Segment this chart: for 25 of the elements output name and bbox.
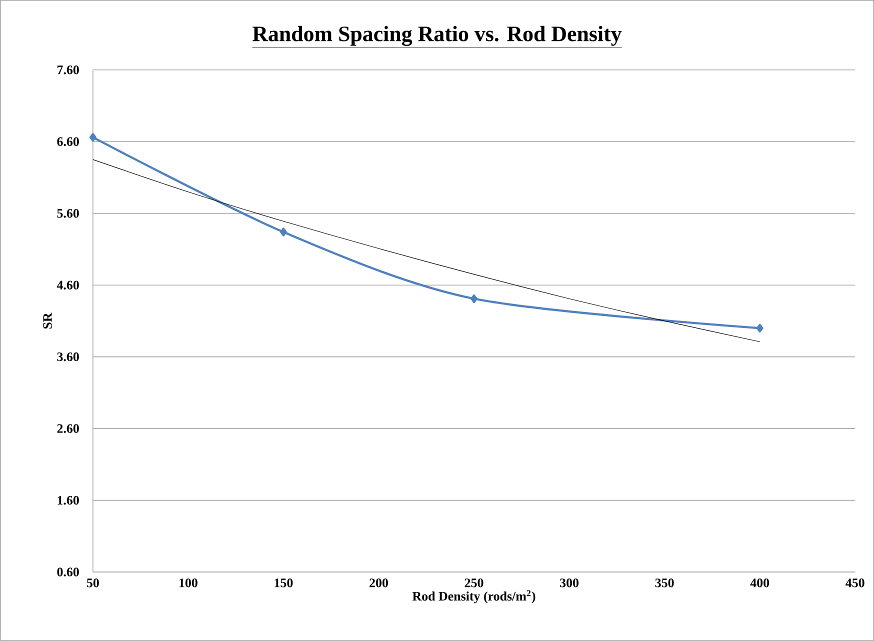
chart-title: Random Spacing Ratio vs. Rod Density <box>252 26 622 46</box>
y-axis-title: SR <box>43 312 52 329</box>
x-tick-label: 200 <box>370 578 388 588</box>
x-tick-label: 400 <box>750 578 770 588</box>
y-tick-label: 5.60 <box>57 209 79 218</box>
x-tick-label: 100 <box>180 578 198 588</box>
y-tick-label: 3.60 <box>57 352 79 362</box>
line-series <box>92 159 760 342</box>
y-tick-label: 6.60 <box>57 137 79 146</box>
y-tick-label: 1.60 <box>58 496 79 505</box>
point <box>280 228 287 236</box>
y-tick-label: 7.60 <box>57 66 79 74</box>
y-tick-label: 2.60 <box>57 424 79 433</box>
point <box>470 294 478 304</box>
x-axis-title: Rod Density (rods/m$^{2}$) <box>412 590 536 604</box>
y-tick-label: 0.60 <box>57 568 79 576</box>
point <box>756 324 764 332</box>
x-tick-label: 50 <box>86 578 99 588</box>
y-tick-label: 4.60 <box>56 280 79 290</box>
x-tick-label: 300 <box>560 578 579 588</box>
x-tick-label: 150 <box>274 578 293 588</box>
x-tick-label: 450 <box>846 578 864 588</box>
x-tick-label: 350 <box>655 578 674 588</box>
point <box>89 133 96 142</box>
x-tick-label: 250 <box>464 578 484 588</box>
